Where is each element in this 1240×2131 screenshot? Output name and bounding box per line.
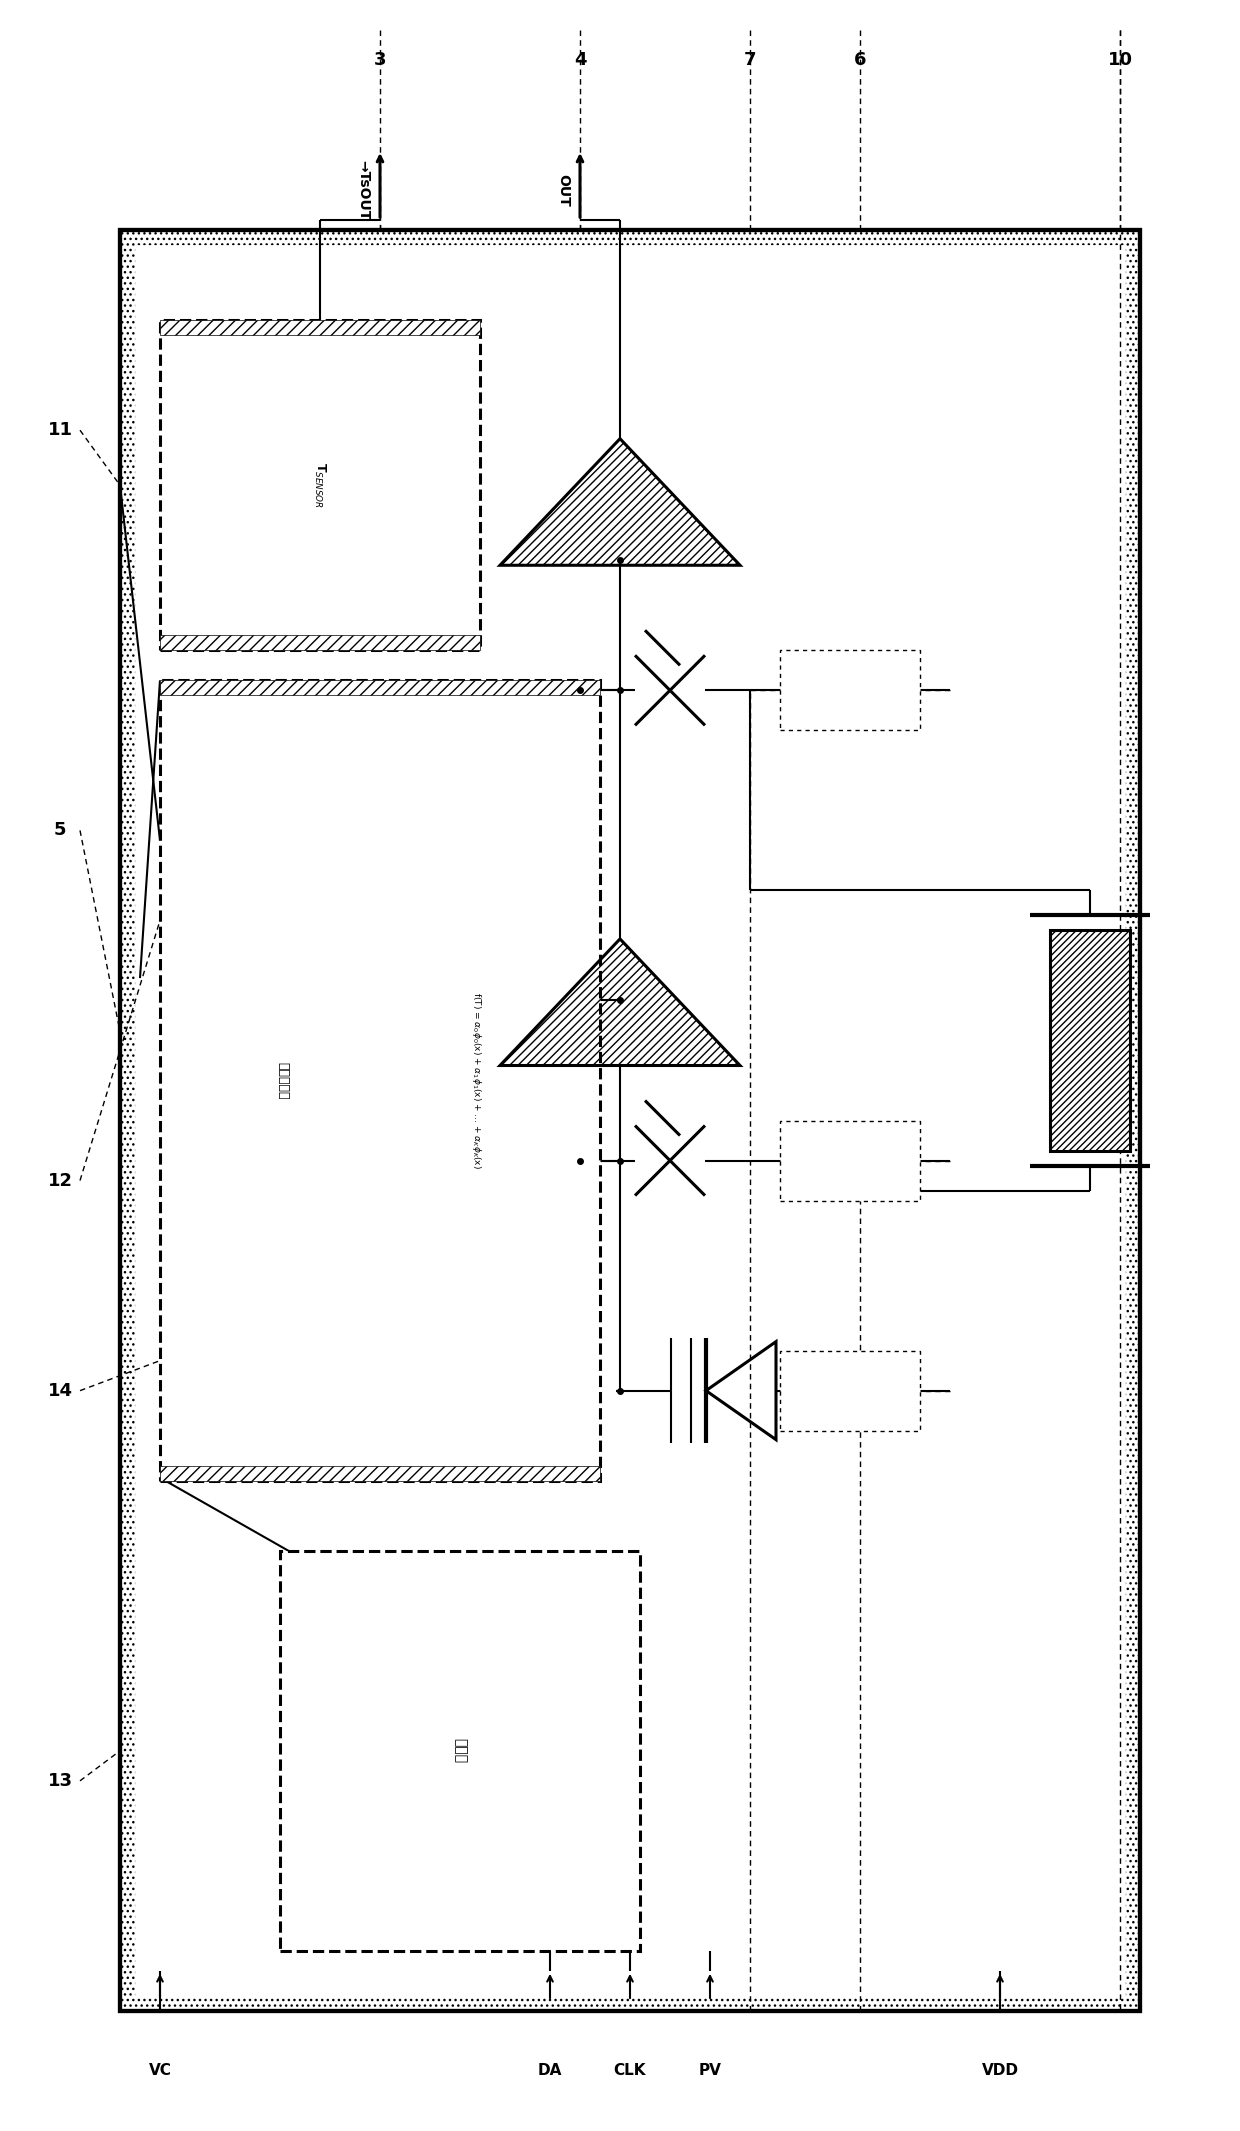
Text: PV: PV: [698, 2063, 722, 2078]
Bar: [780, 650, 920, 731]
Text: 10: 10: [1107, 51, 1132, 68]
Text: 12: 12: [47, 1172, 72, 1189]
Text: VC: VC: [149, 2063, 171, 2078]
Bar: [120, 230, 1140, 2012]
Bar: [280, 1551, 640, 1950]
Bar: [1050, 931, 1130, 1151]
Bar: [135, 245, 1125, 1997]
Bar: [160, 1466, 600, 1481]
Bar: [160, 320, 480, 650]
Text: 5: 5: [53, 820, 66, 840]
Text: 13: 13: [47, 1771, 72, 1790]
Text: 7: 7: [744, 51, 756, 68]
Bar: [780, 1121, 920, 1200]
Bar: [160, 680, 600, 1481]
Text: DA: DA: [538, 2063, 562, 2078]
Text: 4: 4: [574, 51, 587, 68]
Text: 温度补偿块: 温度补偿块: [277, 1061, 290, 1100]
Bar: [160, 680, 600, 695]
Text: 数据块: 数据块: [453, 1739, 467, 1762]
Text: CLK: CLK: [614, 2063, 646, 2078]
Bar: [160, 320, 480, 335]
Bar: [780, 1351, 920, 1430]
Text: T$_{SENSOR}$: T$_{SENSOR}$: [312, 462, 327, 507]
Text: 3: 3: [373, 51, 386, 68]
Text: →TsOUT: →TsOUT: [356, 160, 370, 219]
Text: 14: 14: [47, 1381, 72, 1400]
Bar: [160, 635, 480, 650]
Text: f(T) = $\alpha_0\phi_0$(x) + $\alpha_1\phi_1$(x) + ... + $\alpha_K\phi_K$(x): f(T) = $\alpha_0\phi_0$(x) + $\alpha_1\p…: [470, 993, 484, 1170]
Text: 11: 11: [47, 422, 72, 439]
Text: 6: 6: [854, 51, 867, 68]
Text: VDD: VDD: [982, 2063, 1018, 2078]
Bar: [120, 230, 1140, 2012]
Text: OUT: OUT: [556, 175, 570, 207]
